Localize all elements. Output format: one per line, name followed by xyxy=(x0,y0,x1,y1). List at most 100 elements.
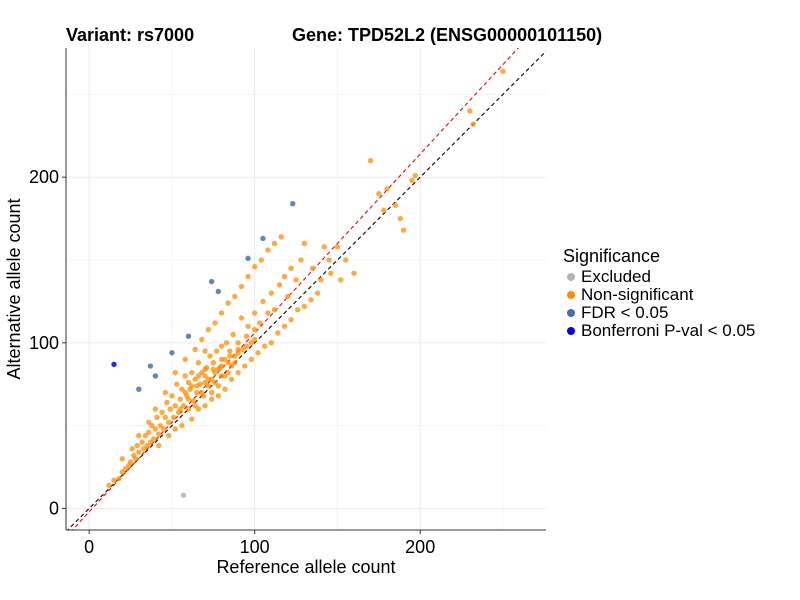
point-non-significant xyxy=(222,386,228,392)
point-non-significant xyxy=(189,416,195,422)
y-tick-label: 200 xyxy=(29,167,59,187)
point-non-significant xyxy=(208,376,215,382)
point-non-significant xyxy=(215,366,221,373)
point-fdr-0-05 xyxy=(185,333,192,339)
point-non-significant xyxy=(288,316,294,323)
point-non-significant xyxy=(242,363,248,369)
point-non-significant xyxy=(146,429,152,435)
point-non-significant xyxy=(185,406,192,412)
point-non-significant xyxy=(190,398,197,404)
point-non-significant xyxy=(167,406,173,412)
point-non-significant xyxy=(278,234,284,240)
point-non-significant xyxy=(251,336,258,343)
point-non-significant xyxy=(170,414,177,421)
point-non-significant xyxy=(232,360,238,366)
point-non-significant xyxy=(265,310,271,316)
legend-dot-icon xyxy=(567,273,575,281)
point-non-significant xyxy=(268,340,274,346)
point-non-significant xyxy=(285,293,291,300)
point-fdr-0-05 xyxy=(245,255,251,262)
point-non-significant xyxy=(314,290,321,296)
point-non-significant xyxy=(235,346,241,353)
point-non-significant xyxy=(182,389,188,396)
point-fdr-0-05 xyxy=(260,235,266,242)
point-non-significant xyxy=(144,442,150,449)
point-non-significant xyxy=(225,300,231,306)
point-non-significant xyxy=(192,346,198,353)
point-non-significant xyxy=(243,333,250,339)
point-non-significant xyxy=(111,477,117,484)
point-non-significant xyxy=(392,202,399,209)
point-non-significant xyxy=(139,439,145,445)
point-non-significant xyxy=(268,290,274,296)
point-non-significant xyxy=(179,422,185,429)
point-fdr-0-05 xyxy=(147,363,154,369)
point-non-significant xyxy=(321,244,327,250)
point-non-significant xyxy=(223,340,230,346)
point-non-significant xyxy=(142,432,149,439)
point-non-significant xyxy=(199,369,205,376)
point-non-significant xyxy=(177,396,183,402)
legend-dot-icon xyxy=(567,309,575,317)
point-non-significant xyxy=(295,307,301,313)
point-non-significant xyxy=(376,191,382,197)
point-excluded xyxy=(180,492,187,498)
point-non-significant xyxy=(160,426,167,432)
point-non-significant xyxy=(174,381,180,387)
point-fdr-0-05 xyxy=(215,288,221,295)
point-non-significant xyxy=(215,383,221,389)
point-non-significant xyxy=(185,396,192,402)
point-non-significant xyxy=(207,353,213,359)
point-non-significant xyxy=(245,323,251,329)
point-non-significant xyxy=(232,353,238,359)
point-non-significant xyxy=(106,482,112,488)
point-non-significant xyxy=(195,373,202,379)
point-non-significant xyxy=(232,293,238,300)
gene-title: Gene: TPD52L2 (ENSG00000101150) xyxy=(292,25,603,45)
point-non-significant xyxy=(165,432,172,439)
point-non-significant xyxy=(288,265,294,271)
point-non-significant xyxy=(180,403,187,409)
point-non-significant xyxy=(169,393,175,399)
line-identity xyxy=(66,50,546,530)
point-non-significant xyxy=(265,247,271,253)
point-non-significant xyxy=(119,456,125,462)
legend-dot-icon xyxy=(567,327,575,335)
point-non-significant xyxy=(397,215,404,222)
point-non-significant xyxy=(218,363,225,369)
point-non-significant xyxy=(261,343,268,349)
point-non-significant xyxy=(172,426,178,432)
legend-label: Excluded xyxy=(581,267,651,286)
point-bonferroni-p-val-0-05 xyxy=(111,361,117,368)
point-non-significant xyxy=(222,356,228,363)
point-non-significant xyxy=(218,373,225,379)
point-non-significant xyxy=(147,439,154,445)
legend-item: Non-significant xyxy=(563,285,755,304)
legend-label: FDR < 0.05 xyxy=(581,303,669,322)
point-non-significant xyxy=(155,442,162,449)
legend: Significance Excluded Non-significant FDR … xyxy=(563,246,755,340)
point-non-significant xyxy=(251,310,258,316)
point-non-significant xyxy=(218,343,225,349)
point-fdr-0-05 xyxy=(136,386,142,392)
point-non-significant xyxy=(301,240,308,247)
x-tick-label: 100 xyxy=(240,537,270,557)
point-non-significant xyxy=(275,330,281,336)
y-tick-label: 0 xyxy=(49,498,59,518)
point-non-significant xyxy=(192,403,198,409)
point-non-significant xyxy=(215,393,221,399)
point-non-significant xyxy=(255,350,261,356)
point-fdr-0-05 xyxy=(290,200,296,207)
point-non-significant xyxy=(367,157,374,164)
point-non-significant xyxy=(182,373,188,379)
point-non-significant xyxy=(152,406,159,412)
point-non-significant xyxy=(136,449,142,455)
point-non-significant xyxy=(309,265,316,271)
point-non-significant xyxy=(225,369,231,376)
point-non-significant xyxy=(119,469,125,475)
point-non-significant xyxy=(384,186,390,192)
point-non-significant xyxy=(400,227,407,233)
point-non-significant xyxy=(251,326,258,333)
point-non-significant xyxy=(122,466,129,472)
x-tick-label: 0 xyxy=(84,537,94,557)
